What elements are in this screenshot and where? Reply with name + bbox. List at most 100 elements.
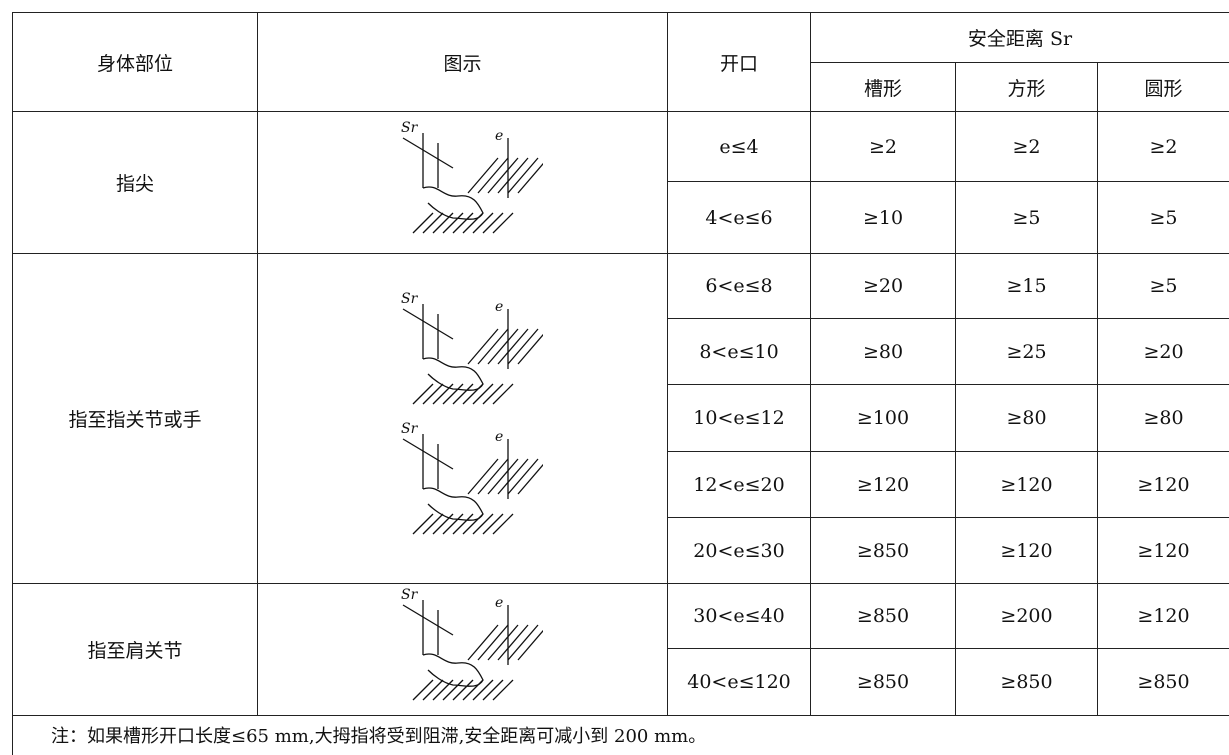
- hatch: [413, 680, 433, 700]
- distance-cell: ≥25: [956, 319, 1098, 385]
- hatch: [493, 514, 513, 534]
- hatch: [433, 213, 453, 233]
- hatch: [493, 680, 513, 700]
- distance-cell: ≥120: [956, 518, 1098, 584]
- distance-cell: ≥120: [1098, 584, 1229, 649]
- opening-cell: 20<e≤30: [668, 518, 811, 584]
- distance-cell: ≥80: [956, 385, 1098, 452]
- distance-cell: ≥850: [811, 584, 956, 649]
- distance-cell: ≥120: [956, 452, 1098, 518]
- sketch: Sr e: [401, 587, 543, 700]
- hatch: [483, 514, 503, 534]
- figure-label: e: [495, 429, 503, 445]
- hatch: [473, 680, 493, 700]
- distance-cell: ≥120: [1098, 452, 1229, 518]
- figure-label: Sr: [401, 120, 419, 136]
- figure-label: e: [495, 595, 503, 611]
- distance-cell: ≥200: [956, 584, 1098, 649]
- hatch: [423, 680, 443, 700]
- hatch: [453, 514, 473, 534]
- opening-cell: 10<e≤12: [668, 385, 811, 452]
- opening-cell: 8<e≤10: [668, 319, 811, 385]
- header-row: 身体部位 图示 开口 安全距离 Sr: [13, 13, 1229, 63]
- distance-cell: ≥80: [1098, 385, 1229, 452]
- hatch: [433, 514, 453, 534]
- arrow: [403, 138, 453, 168]
- body-part-cell: 指尖: [13, 112, 258, 254]
- hatch: [493, 384, 513, 404]
- distance-cell: ≥5: [1098, 254, 1229, 319]
- figure-cell: Sr e Sr e: [258, 254, 668, 584]
- arrow: [403, 605, 453, 635]
- opening-cell: e≤4: [668, 112, 811, 182]
- distance-cell: ≥15: [956, 254, 1098, 319]
- hatch: [413, 213, 433, 233]
- distance-cell: ≥120: [811, 452, 956, 518]
- illustration: Sr e: [383, 118, 543, 248]
- hatch: [518, 329, 543, 364]
- distance-cell: ≥2: [956, 112, 1098, 182]
- header-cell: 安全距离 Sr: [811, 13, 1229, 63]
- hatch: [483, 384, 503, 404]
- arrow: [403, 439, 453, 469]
- illustration: Sr e: [383, 419, 543, 549]
- body-part-cell: 指至指关节或手: [13, 254, 258, 584]
- distance-cell: ≥5: [956, 182, 1098, 254]
- body-part-cell: 指至肩关节: [13, 584, 258, 716]
- sketch: Sr e: [401, 291, 543, 404]
- arrow: [403, 309, 453, 339]
- hatch: [433, 680, 453, 700]
- distance-cell: ≥80: [811, 319, 956, 385]
- hatch: [518, 459, 543, 494]
- distance-cell: ≥100: [811, 385, 956, 452]
- header-cell: 圆形: [1098, 63, 1229, 112]
- distance-cell: ≥2: [1098, 112, 1229, 182]
- distance-cell: ≥10: [811, 182, 956, 254]
- sketch: Sr e: [401, 120, 543, 233]
- note: 注：如果槽形开口长度≤65 mm,大拇指将受到阻滞,安全距离可减小到 200 m…: [13, 716, 1229, 755]
- figure-label: Sr: [401, 421, 419, 437]
- hatch: [423, 213, 443, 233]
- hatch: [423, 514, 443, 534]
- distance-cell: ≥2: [811, 112, 956, 182]
- hatch: [473, 514, 493, 534]
- hatch: [453, 680, 473, 700]
- header-cell: 身体部位: [13, 13, 258, 112]
- sketch: Sr e: [401, 421, 543, 534]
- hatch: [483, 213, 503, 233]
- opening-cell: 12<e≤20: [668, 452, 811, 518]
- figure-cell: Sr e: [258, 112, 668, 254]
- distance-cell: ≥120: [1098, 518, 1229, 584]
- distance-cell: ≥850: [811, 518, 956, 584]
- header-cell: 方形: [956, 63, 1098, 112]
- header-cell: 图示: [258, 13, 668, 112]
- hatch: [433, 384, 453, 404]
- hatch: [413, 384, 433, 404]
- distance-cell: ≥20: [1098, 319, 1229, 385]
- hatch: [453, 213, 473, 233]
- hatch: [493, 213, 513, 233]
- hatch: [423, 384, 443, 404]
- figure-label: e: [495, 128, 503, 144]
- figure-cell: Sr e: [258, 584, 668, 716]
- opening-cell: 6<e≤8: [668, 254, 811, 319]
- distance-cell: ≥5: [1098, 182, 1229, 254]
- hatch: [518, 158, 543, 193]
- distance-cell: ≥850: [956, 649, 1098, 716]
- opening-cell: 30<e≤40: [668, 584, 811, 649]
- figure-label: e: [495, 299, 503, 315]
- hatch: [473, 384, 493, 404]
- hatch: [483, 680, 503, 700]
- figure-label: Sr: [401, 291, 419, 307]
- figure-label: Sr: [401, 587, 419, 603]
- opening-cell: 4<e≤6: [668, 182, 811, 254]
- opening-cell: 40<e≤120: [668, 649, 811, 716]
- note-row: 注：如果槽形开口长度≤65 mm,大拇指将受到阻滞,安全距离可减小到 200 m…: [13, 716, 1229, 755]
- distance-cell: ≥850: [811, 649, 956, 716]
- hatch: [413, 514, 433, 534]
